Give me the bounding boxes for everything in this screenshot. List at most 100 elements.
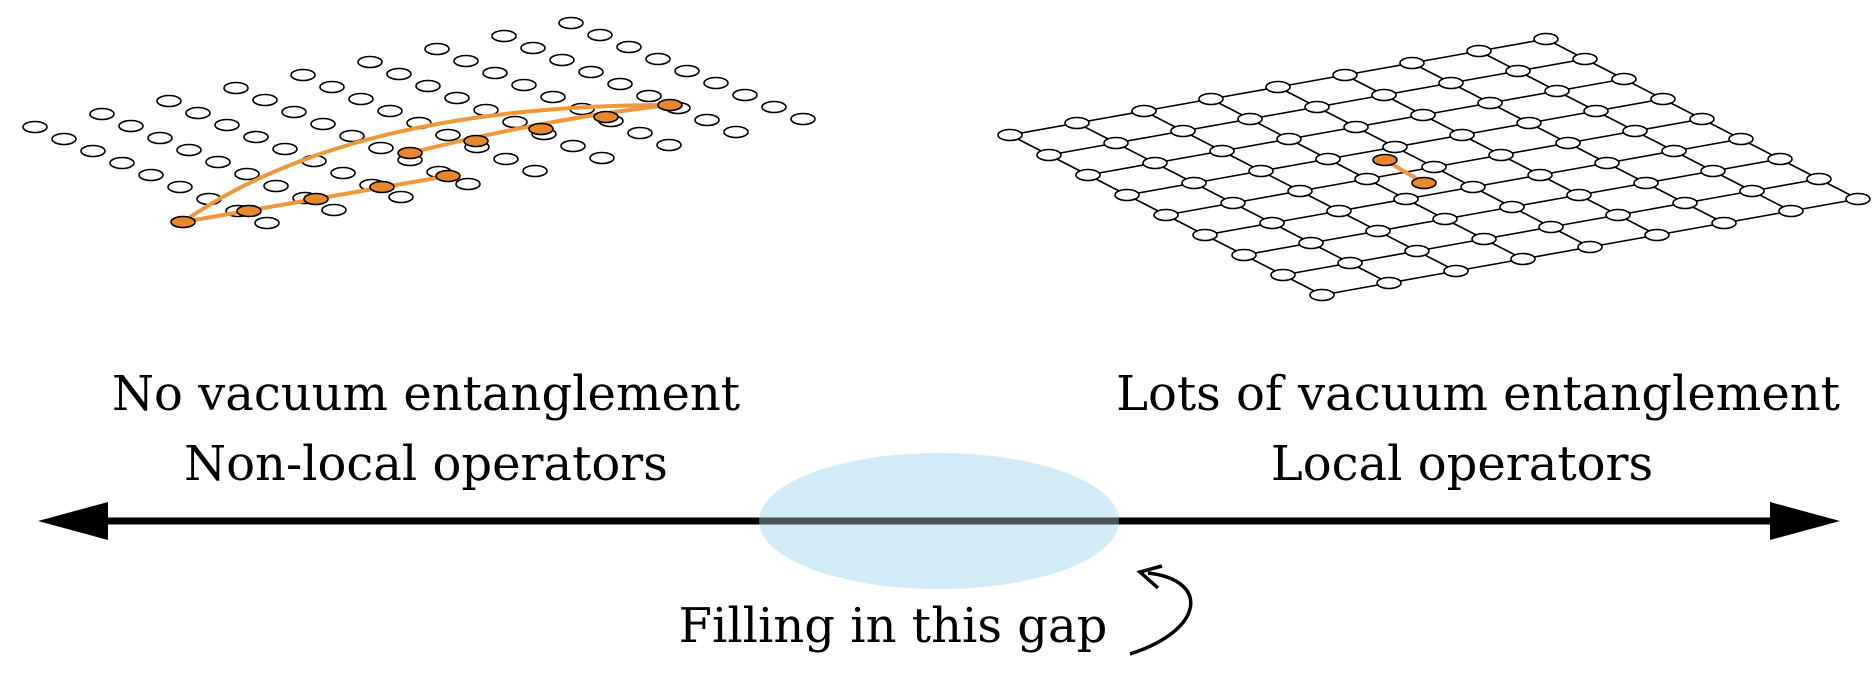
- lattice-point: [205, 155, 231, 169]
- lattice-point: [156, 94, 182, 108]
- curved-pointer-arrow: [1129, 564, 1193, 656]
- lattice-point: [522, 164, 548, 178]
- lattice-node: [1438, 76, 1464, 90]
- lattice-node: [1103, 136, 1129, 150]
- lattice-point: [22, 120, 48, 134]
- lattice-node: [1337, 256, 1363, 270]
- lattice-node: [1142, 156, 1168, 170]
- lattice-node: [1544, 84, 1570, 98]
- lattice-point: [607, 77, 633, 91]
- lattice-node: [1192, 228, 1218, 242]
- lattice-node: [1611, 72, 1637, 86]
- lattice-node: [1572, 52, 1598, 66]
- lattice-node: [1650, 92, 1676, 106]
- lattice-point: [511, 78, 537, 92]
- lattice-point: [214, 118, 240, 132]
- lattice-point: [540, 90, 566, 104]
- lattice-point: [357, 55, 383, 69]
- lattice-node: [1237, 112, 1263, 126]
- highlighted-point: [170, 215, 196, 229]
- lattice-node: [1538, 220, 1564, 234]
- lattice-point: [319, 80, 345, 94]
- lattice-node: [1170, 124, 1196, 138]
- lattice-node: [1036, 148, 1062, 162]
- highlighted-point: [657, 98, 683, 112]
- lattice-point: [339, 129, 365, 143]
- right-label-operators: Local operators: [1271, 436, 1653, 492]
- lattice-node: [1410, 108, 1436, 122]
- nonlocal-arc-1: [181, 103, 671, 224]
- lattice-point: [656, 138, 682, 152]
- lattice-node: [1566, 188, 1592, 202]
- lattice-point: [368, 141, 394, 155]
- lattice-node: [1270, 268, 1296, 282]
- lattice-node: [1711, 216, 1737, 230]
- lattice-point: [89, 107, 115, 121]
- lattice-node: [1304, 100, 1330, 114]
- lattice-node: [1298, 236, 1324, 250]
- lattice-node: [1583, 104, 1609, 118]
- lattice-point: [453, 54, 479, 68]
- lattice-node: [1622, 124, 1648, 138]
- lattice-point: [254, 216, 280, 230]
- lattice-point: [491, 29, 517, 43]
- lattice-point: [147, 131, 173, 145]
- lattice-point: [674, 64, 700, 78]
- lattice-node: [1728, 132, 1754, 146]
- lattice-node: [1209, 144, 1235, 158]
- lattice-node: [1577, 240, 1603, 254]
- lattice-node: [1533, 32, 1559, 46]
- lattice-node: [1505, 64, 1531, 78]
- lattice-point: [558, 16, 584, 30]
- lattice-point: [589, 151, 615, 165]
- lattice-point: [444, 91, 470, 105]
- lattice-point: [272, 142, 298, 156]
- lattice-point: [243, 130, 269, 144]
- lattice-node: [1198, 92, 1224, 106]
- lattice-node: [1739, 184, 1765, 198]
- lattice-point: [252, 93, 278, 107]
- lattice-node: [1131, 104, 1157, 118]
- lattice-node: [1432, 212, 1458, 226]
- lattice-node: [1248, 164, 1274, 178]
- lattice-node: [1114, 188, 1140, 202]
- lattice-node: [1315, 152, 1341, 166]
- lattice-point: [330, 166, 356, 180]
- lattice-node: [1365, 224, 1391, 238]
- lattice-node: [1778, 204, 1804, 218]
- lattice-point: [645, 52, 671, 66]
- lattice-node: [1700, 164, 1726, 178]
- lattice-point: [223, 81, 249, 95]
- lattice-point: [493, 152, 519, 166]
- lattice-point: [80, 144, 106, 158]
- lattice-point: [627, 126, 653, 140]
- left-label-entanglement: No vacuum entanglement: [112, 366, 740, 422]
- lattice-point: [185, 106, 211, 120]
- highlighted-node: [1411, 176, 1437, 190]
- lattice-point: [167, 180, 193, 194]
- lattice-node: [1371, 88, 1397, 102]
- lattice-node: [1644, 228, 1670, 242]
- lattice-point: [587, 28, 613, 42]
- lattice-node: [1332, 68, 1358, 82]
- lattice-point: [732, 88, 758, 102]
- highlighted-point: [303, 192, 329, 206]
- lattice-node: [1510, 252, 1536, 266]
- lattice-point: [790, 112, 816, 126]
- lattice-point: [482, 66, 508, 80]
- lattice-node: [1287, 184, 1313, 198]
- lattice-node: [997, 128, 1023, 142]
- lattice-node: [1594, 156, 1620, 170]
- lattice-node: [1382, 140, 1408, 154]
- lattice-node: [1806, 172, 1832, 186]
- highlighted-point: [397, 146, 423, 160]
- lattice-point: [520, 41, 546, 55]
- lattice-node: [1845, 192, 1871, 206]
- lattice-point: [118, 119, 144, 133]
- lattice-point: [109, 156, 135, 170]
- lattice-node: [1488, 148, 1514, 162]
- lattice-node: [1309, 288, 1335, 302]
- lattice-point: [321, 203, 347, 217]
- lattice-node: [1443, 264, 1469, 278]
